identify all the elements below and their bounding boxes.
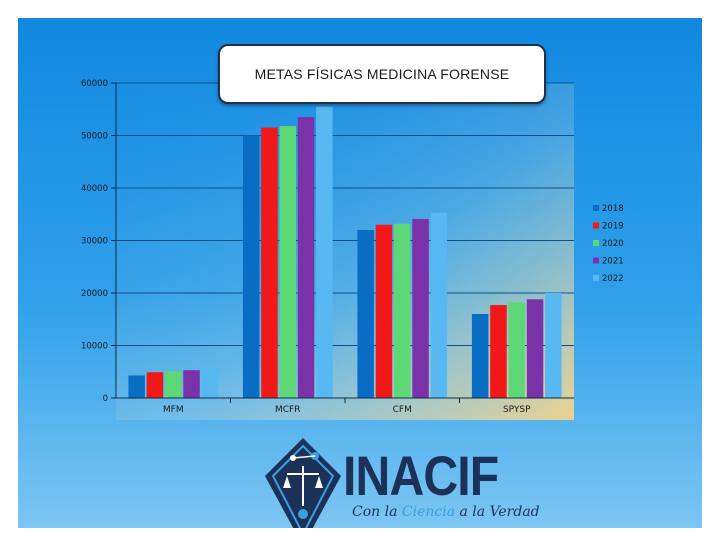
y-tick-label: 20000: [81, 289, 108, 299]
legend-swatch-2020: [593, 240, 599, 246]
y-tick-label: 10000: [81, 342, 108, 352]
legend-label-2021: 2021: [602, 257, 624, 267]
legend: 2018 2019 2020 2021 2022: [593, 204, 624, 284]
chart-title-box: METAS FÍSICAS MEDICINA FORENSE: [218, 44, 546, 104]
bar-mfm-2021: [183, 370, 200, 398]
bar-mfm-2020: [165, 371, 182, 398]
axes: 0 10000 20000 30000 40000 50000 60000 MFM MCFR CF…: [81, 79, 574, 415]
legend-swatch-2019: [593, 222, 599, 229]
bar-spysp-2019: [490, 305, 507, 398]
x-tick-label: SPYSP: [503, 405, 531, 415]
bar-mcfr-2021: [297, 117, 315, 398]
bar-mfm-2022: [201, 367, 219, 398]
tagline-part: Con la: [352, 504, 402, 520]
y-tick-label: 40000: [81, 184, 108, 194]
x-tick-label: MCFR: [275, 405, 300, 415]
bar-spysp-2020: [508, 302, 525, 398]
legend-label-2022: 2022: [602, 274, 624, 284]
bar-mcfr-2022: [316, 106, 333, 398]
y-tick-label: 60000: [81, 79, 108, 89]
inacif-tagline: Con la Ciencia a la Verdad: [352, 504, 540, 520]
legend-label-2020: 2020: [602, 239, 624, 249]
legend-swatch-2022: [593, 275, 599, 281]
bar-cfm-2018: [357, 230, 374, 398]
x-tick-label: MFM: [163, 405, 184, 415]
bar-chart: 0 10000 20000 30000 40000 50000 60000 MFM MCFR CF…: [81, 79, 624, 420]
bar-spysp-2022: [545, 293, 562, 398]
bar-cfm-2022: [430, 212, 448, 398]
bar-cfm-2019: [375, 224, 393, 398]
bar-mfm-2019: [146, 372, 164, 398]
inacif-logo-icon: [265, 438, 341, 528]
bar-mcfr-2019: [261, 127, 278, 398]
tagline-part: a la Verdad: [455, 504, 540, 520]
y-tick-label: 50000: [81, 132, 108, 142]
bar-spysp-2021: [526, 299, 544, 398]
bar-mcfr-2018: [242, 135, 260, 398]
tagline-highlight: Ciencia: [401, 504, 456, 520]
bar-spysp-2018: [471, 314, 489, 398]
legend-label-2019: 2019: [602, 222, 624, 232]
bars: [128, 106, 562, 399]
x-tick-label: CFM: [393, 405, 412, 415]
legend-swatch-2018: [593, 205, 599, 211]
legend-swatch-2021: [593, 257, 599, 264]
y-tick-label: 0: [103, 394, 108, 404]
legend-label-2018: 2018: [602, 204, 624, 214]
inacif-logo-wordmark: INACIF: [343, 444, 499, 507]
chart-title: METAS FÍSICAS MEDICINA FORENSE: [254, 66, 510, 82]
bar-cfm-2020: [394, 223, 411, 398]
y-tick-label: 30000: [81, 237, 108, 247]
bar-cfm-2021: [412, 218, 429, 398]
bar-mcfr-2020: [279, 126, 296, 399]
bar-mfm-2018: [128, 375, 145, 398]
slide: 0 10000 20000 30000 40000 50000 60000 MFM MCFR CF…: [18, 18, 702, 528]
